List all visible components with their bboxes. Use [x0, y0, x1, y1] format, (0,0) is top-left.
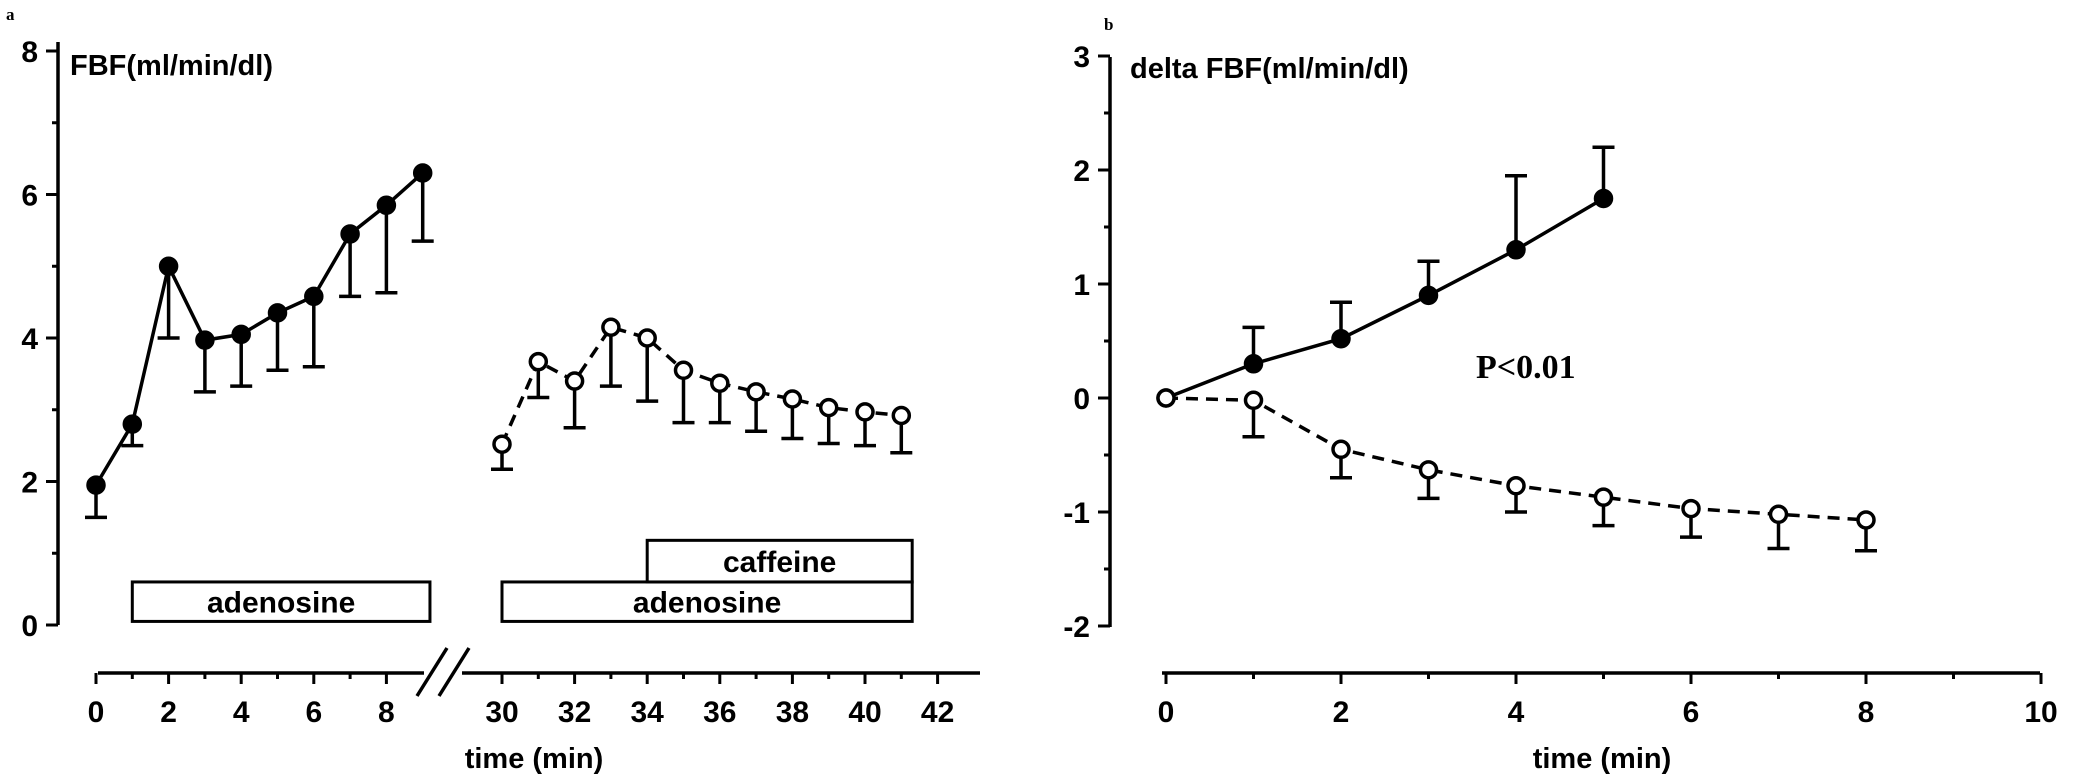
- panel-a-x-tick-label: 34: [631, 696, 665, 729]
- panel-a-point-open: [891, 405, 912, 426]
- panel-b-y-tick-label: -1: [1063, 497, 1090, 530]
- panel-a-x-tick-label: 0: [88, 696, 105, 729]
- panel-b-point-open: [1593, 487, 1614, 507]
- panel-a-point-filled: [304, 286, 324, 307]
- panel-a-series-line-open: [500, 325, 902, 445]
- panel-b-point-filled: [1331, 328, 1351, 349]
- panel-a-point-open: [601, 317, 621, 337]
- panel-b-x-tick-label: 2: [1333, 696, 1350, 729]
- panel-a-point-open: [528, 351, 549, 372]
- treatment-label-adenosine: adenosine: [633, 587, 781, 620]
- panel-a-point-filled: [86, 475, 106, 495]
- panel-b-point-open: [1331, 439, 1351, 460]
- panel-b-point-open: [1418, 460, 1439, 480]
- panel-b-point-filled: [1593, 188, 1614, 209]
- panel-a-x-tick-label: 42: [921, 696, 954, 729]
- treatment-bar-caffeine: [645, 538, 914, 584]
- panel-a-point-filled: [122, 414, 143, 434]
- panel-a-x-tick-label: 40: [848, 696, 881, 729]
- panel-b-point-open: [1681, 498, 1701, 519]
- treatment-bar-adenosine: [500, 580, 914, 623]
- panel-a-point-open: [746, 382, 766, 402]
- panel-a-x-tick-label: 6: [305, 696, 322, 729]
- panel-a: FBF(ml/min/dl) time (min) 0 2 4 6 8 0 2 4 6 8 30 3…: [21, 36, 980, 775]
- panel-a-point-filled: [376, 195, 397, 216]
- panel-b-y-tick-label: -2: [1063, 611, 1090, 644]
- panel-letter-a: a: [6, 5, 15, 24]
- panel-a-x-tick-label: 8: [378, 696, 395, 729]
- panel-a-x-axis-title: time (min): [465, 743, 604, 775]
- panel-b-series-line-filled: [1165, 196, 1605, 400]
- panel-b-point-filled: [1243, 354, 1264, 374]
- panel-b-x-tick-label: 6: [1683, 696, 1700, 729]
- panel-a-point-filled: [267, 303, 288, 323]
- panel-a-point-open: [637, 328, 657, 348]
- panel-b-point-open: [1243, 390, 1264, 411]
- panel-a-point-open: [564, 371, 585, 391]
- panel-a-x-tick-label: 32: [558, 696, 591, 729]
- panel-b-y-axis-title: delta FBF(ml/min/dl): [1130, 53, 1409, 85]
- panel-a-point-filled: [195, 330, 215, 350]
- panel-a-y-tick-label: 6: [21, 180, 38, 213]
- treatment-bar-adenosine: [130, 580, 432, 623]
- p-value-annotation: P<0.01: [1476, 349, 1576, 386]
- panel-b-x-tick-label: 0: [1158, 696, 1175, 729]
- panel-b-x-tick-label: 8: [1858, 696, 1875, 729]
- axis-break-mark-2: [437, 647, 471, 697]
- panel-a-point-filled: [340, 224, 360, 244]
- panel-b-point-filled: [1506, 240, 1526, 260]
- panel-b-y-tick-label: 3: [1073, 41, 1090, 74]
- panel-a-x-tick-label: 30: [485, 696, 518, 729]
- panel-a-y-tick-label: 2: [21, 467, 38, 500]
- panel-letter-b: b: [1104, 15, 1113, 34]
- panel-b-y-tick-label: 1: [1073, 269, 1090, 302]
- panel-a-point-open: [492, 434, 512, 454]
- treatment-label-adenosine: adenosine: [207, 587, 355, 620]
- panel-a-point-filled: [231, 324, 251, 345]
- panel-b-y-tick-label: 0: [1073, 383, 1090, 416]
- panel-b-point-open: [1768, 504, 1789, 525]
- panel-a-y-tick-label: 4: [21, 323, 38, 356]
- panel-a-x-tick-label: 2: [160, 696, 177, 729]
- panel-a-series-line-filled: [94, 171, 424, 486]
- panel-a-x-tick-label: 36: [703, 696, 736, 729]
- panel-b-point-open: [1506, 476, 1526, 496]
- axis-break-mark-1: [415, 647, 449, 697]
- panel-a-y-tick-label: 8: [21, 36, 38, 69]
- panel-a-point-open: [782, 389, 803, 409]
- panel-b: delta FBF(ml/min/dl) time (min) P<0.01 -…: [1063, 41, 2057, 775]
- panel-a-point-open: [710, 373, 730, 393]
- panel-a-point-open: [673, 360, 694, 381]
- panel-a-point-open: [818, 397, 839, 418]
- panel-a-y-axis-title: FBF(ml/min/dl): [70, 50, 273, 82]
- panel-a-point-filled: [412, 163, 433, 183]
- panel-b-x-tick-label: 10: [2024, 696, 2057, 729]
- panel-a-x-tick-label: 38: [776, 696, 809, 729]
- panel-a-point-filled: [158, 256, 179, 276]
- panel-b-point-open: [1856, 510, 1876, 530]
- treatment-label-caffeine: caffeine: [723, 546, 836, 579]
- panel-b-x-axis-title: time (min): [1533, 743, 1672, 775]
- panel-b-point-open: [1156, 388, 1176, 408]
- panel-b-point-filled: [1418, 285, 1439, 306]
- panel-b-x-tick-label: 4: [1508, 696, 1525, 729]
- panel-b-y-tick-label: 2: [1073, 155, 1090, 188]
- panel-a-y-tick-label: 0: [21, 610, 38, 643]
- panel-a-x-tick-label: 4: [233, 696, 250, 729]
- panel-a-point-open: [855, 402, 875, 422]
